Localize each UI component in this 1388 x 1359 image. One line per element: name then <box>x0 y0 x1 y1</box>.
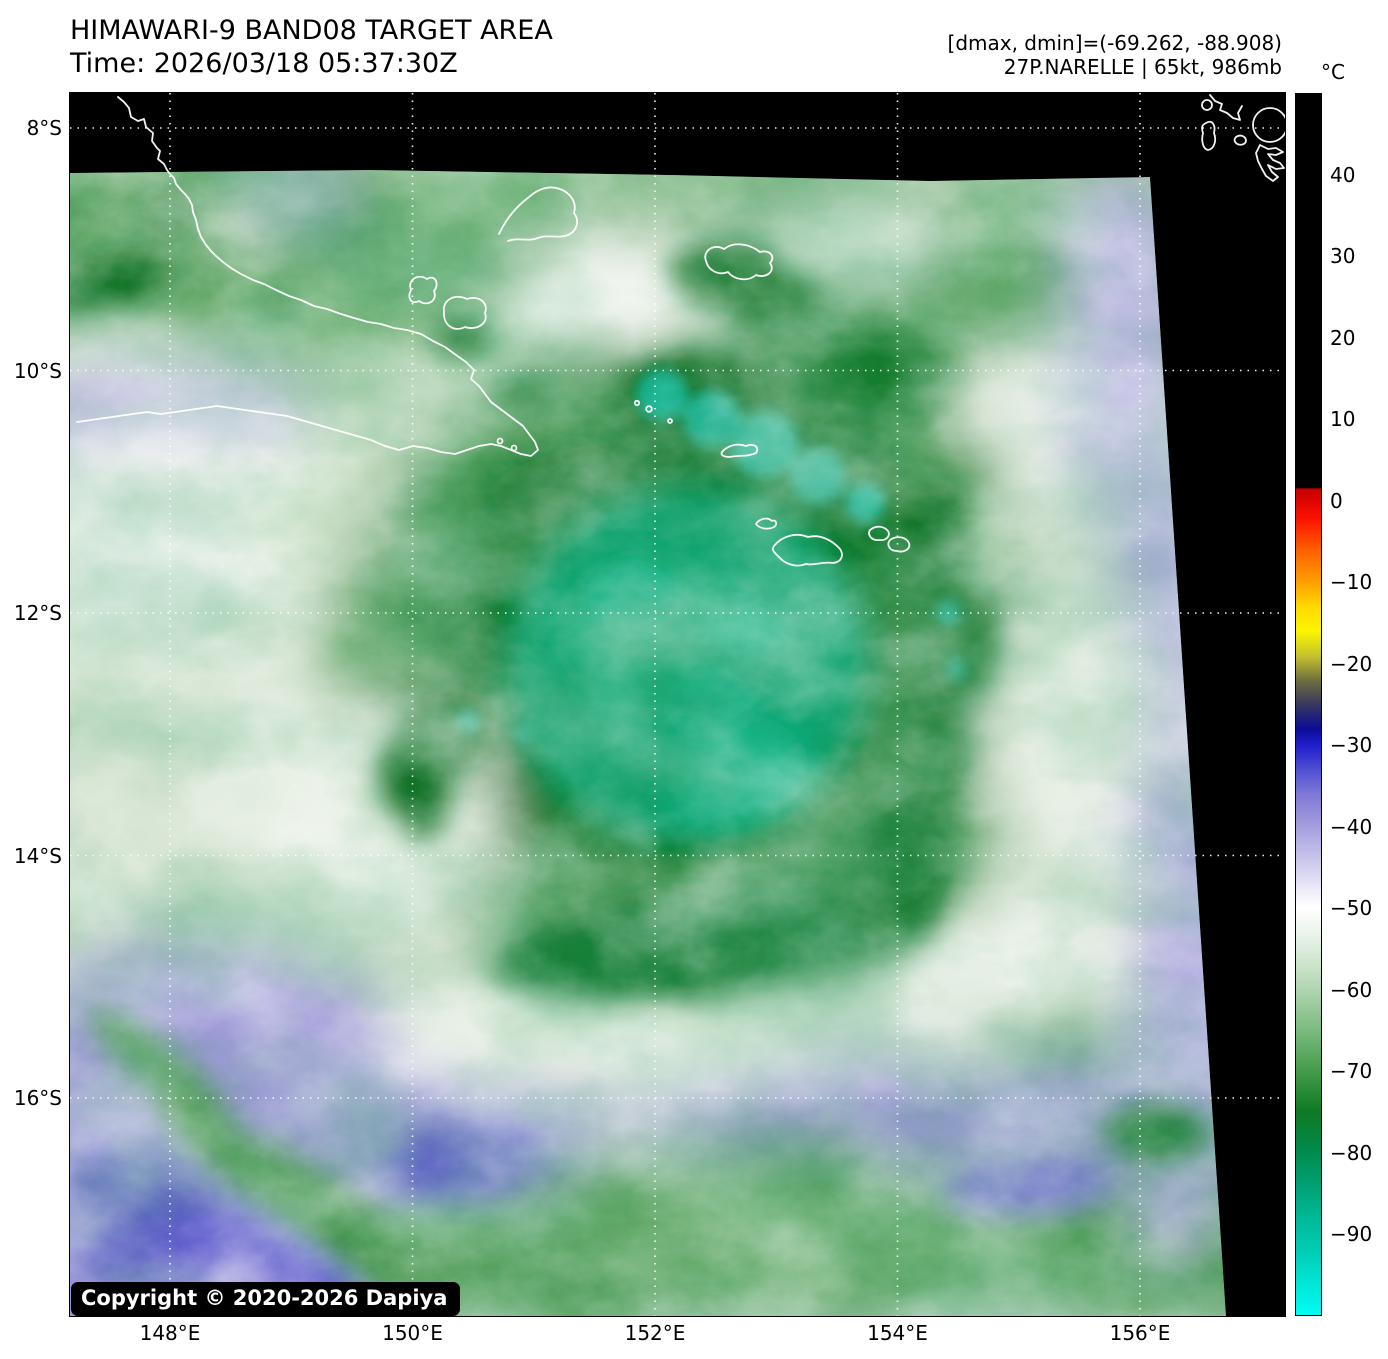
x-axis-tick-label: 154°E <box>867 1321 928 1345</box>
colorbar-tick-label: −80 <box>1330 1140 1373 1165</box>
y-axis-tick-label: 8°S <box>26 116 62 140</box>
x-axis-tick-label: 156°E <box>1109 1321 1171 1345</box>
colorbar-tick-label: 10 <box>1330 407 1356 432</box>
colorbar-tick-label: −30 <box>1330 733 1373 758</box>
coastline-louisiade-east-1 <box>868 525 890 542</box>
colorbar-unit-label: °C <box>1321 60 1345 84</box>
copyright-badge: Copyright © 2020-2026 Dapiya <box>71 1282 461 1316</box>
colorbar-tick-label: −40 <box>1330 814 1373 839</box>
coastline-louisiade-small <box>755 517 778 530</box>
coastline-new-britain-tip <box>498 186 579 242</box>
colorbar-tick-label: −10 <box>1330 570 1373 595</box>
plot-title: HIMAWARI-9 BAND08 TARGET AREA <box>70 15 553 46</box>
coastline-solomon-round <box>1252 107 1285 143</box>
plot-title-block: HIMAWARI-9 BAND08 TARGET AREA Time: 2026/… <box>70 14 553 80</box>
y-axis-tick-label: 14°S <box>13 843 62 868</box>
x-axis-tick-label: 148°E <box>139 1321 201 1345</box>
x-axis-tick-label: 152°E <box>624 1321 686 1345</box>
coastlines <box>76 94 1285 567</box>
colorbar-tick-label: −20 <box>1330 651 1373 676</box>
colorbar-tick-label: −90 <box>1330 1222 1373 1247</box>
colorbar <box>1295 93 1322 1316</box>
islet-icon <box>645 405 653 413</box>
coastline-louisiade-long <box>771 533 843 567</box>
coastline-solomon-islet <box>1201 99 1213 111</box>
coastline-solomon-oval <box>1233 134 1247 146</box>
time-label: Time: 2026/03/18 05:37:30Z <box>70 48 458 79</box>
coastline-png-mainland <box>76 96 539 457</box>
annotation-block: [dmax, dmin]=(-69.262, -88.908) 27P.NARE… <box>948 31 1282 79</box>
coastline-small-island-south <box>720 443 759 458</box>
islet-icon <box>496 437 504 445</box>
storm-info-label: 27P.NARELLE | 65kt, 986mb <box>1003 55 1282 79</box>
islet-icon <box>667 418 673 424</box>
coastline-siassi-island <box>443 295 487 330</box>
coastline-solomon-bean <box>1201 120 1217 151</box>
gridlines <box>70 93 1285 1316</box>
y-axis-tick-label: 12°S <box>13 601 62 625</box>
x-axis-tick-label: 150°E <box>382 1321 443 1345</box>
y-axis-tick-label: 10°S <box>13 358 62 383</box>
coastline-solomon-fern <box>1255 144 1285 182</box>
coastline-woodlark-island <box>704 243 774 281</box>
colorbar-tick-label: −50 <box>1330 896 1373 921</box>
y-axis-tick-label: 16°S <box>13 1086 62 1110</box>
satellite-swath <box>70 170 1226 1316</box>
coastline-solomon-squiggle <box>1209 94 1243 121</box>
coastline-umboi-island <box>408 275 438 305</box>
islet-icon <box>633 399 641 407</box>
coastline-louisiade-east-2 <box>887 536 911 553</box>
colorbar-tick-label: 20 <box>1330 325 1356 350</box>
cloud-texture-dark <box>70 170 1226 1316</box>
islet-icon <box>510 444 518 452</box>
colorbar-tick-label: −60 <box>1330 977 1373 1002</box>
satellite-map-canvas <box>70 93 1285 1316</box>
satellite-map: Copyright © 2020-2026 Dapiya <box>69 92 1286 1317</box>
colorbar-tick-label: 40 <box>1330 162 1356 187</box>
colorbar-tick-label: 0 <box>1330 488 1343 513</box>
colorbar-tick-label: −70 <box>1330 1059 1373 1084</box>
colorbar-tick-label: 30 <box>1330 244 1356 269</box>
dmax-dmin-label: [dmax, dmin]=(-69.262, -88.908) <box>947 31 1282 55</box>
